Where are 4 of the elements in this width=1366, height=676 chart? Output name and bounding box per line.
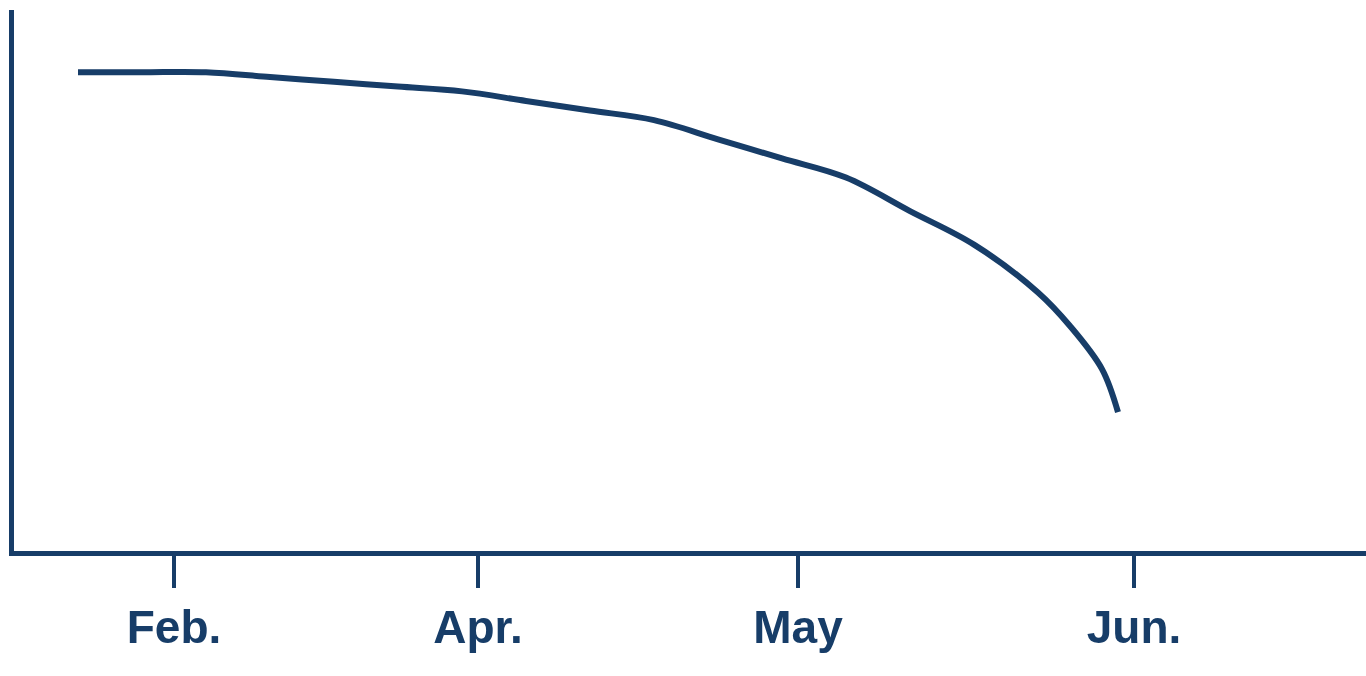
x-tick-label: May [753,601,844,654]
x-tick-label: Apr. [433,601,523,654]
x-tick-label: Feb. [126,601,222,654]
x-tick-label: Jun. [1086,601,1182,654]
